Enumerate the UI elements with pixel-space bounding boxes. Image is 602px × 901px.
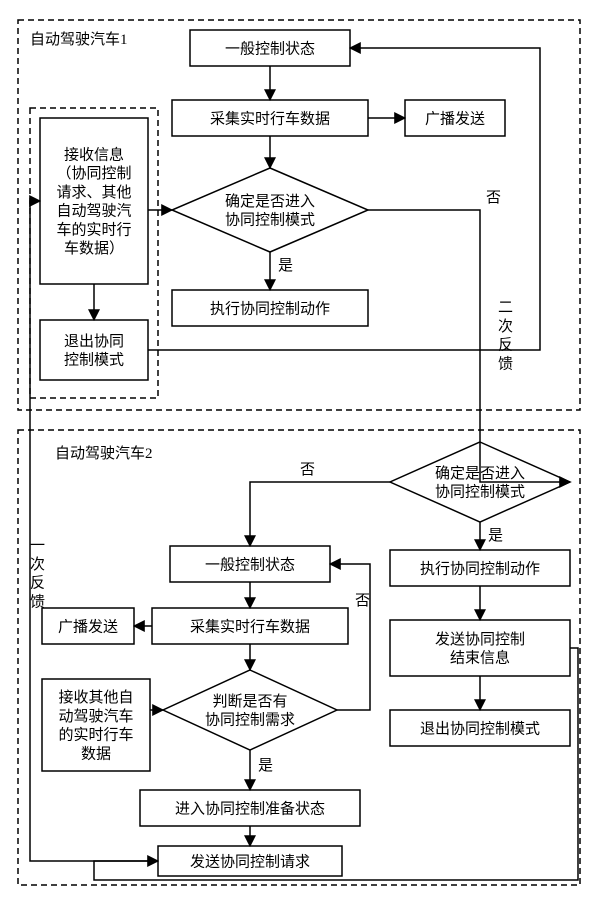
svg-text:是: 是 — [278, 258, 293, 274]
svg-text:否: 否 — [300, 462, 315, 478]
svg-text:否: 否 — [355, 593, 370, 609]
svg-text:广播发送: 广播发送 — [425, 110, 485, 127]
svg-text:一般控制状态: 一般控制状态 — [225, 40, 315, 57]
node-n7 — [40, 320, 148, 380]
svg-text:是: 是 — [258, 758, 273, 774]
node-n6 — [40, 118, 148, 284]
svg-text:广播发送: 广播发送 — [58, 618, 118, 635]
svg-text:自动驾驶汽车2: 自动驾驶汽车2 — [55, 445, 153, 462]
svg-text:采集实时行车数据: 采集实时行车数据 — [190, 618, 310, 635]
svg-text:是: 是 — [488, 528, 503, 544]
node-n10 — [390, 620, 570, 676]
svg-text:执行协同控制动作: 执行协同控制动作 — [420, 560, 540, 577]
svg-text:否: 否 — [486, 190, 501, 206]
svg-text:执行协同控制动作: 执行协同控制动作 — [210, 300, 330, 317]
svg-text:自动驾驶汽车1: 自动驾驶汽车1 — [30, 31, 128, 48]
svg-text:退出协同控制模式: 退出协同控制模式 — [420, 720, 540, 737]
svg-text:采集实时行车数据: 采集实时行车数据 — [210, 110, 330, 127]
svg-text:一般控制状态: 一般控制状态 — [205, 556, 295, 573]
svg-text:发送协同控制请求: 发送协同控制请求 — [190, 853, 310, 870]
svg-text:进入协同控制准备状态: 进入协同控制准备状态 — [175, 800, 325, 817]
